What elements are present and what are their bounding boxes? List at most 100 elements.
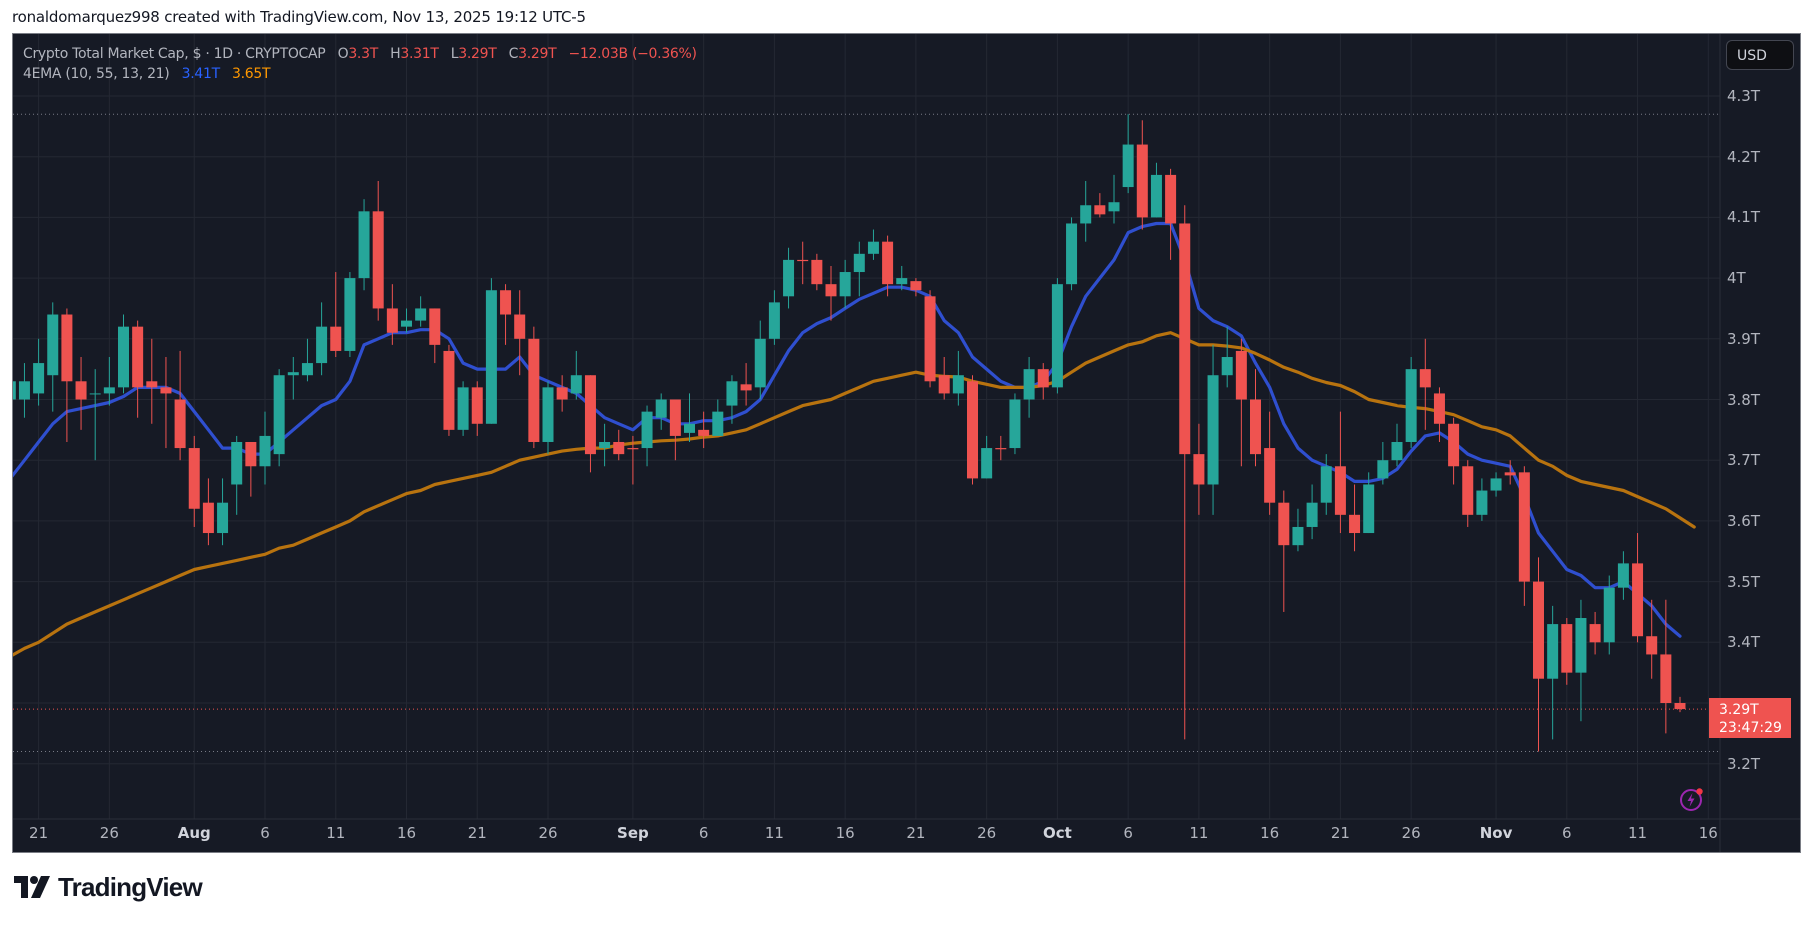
candle-body	[1632, 563, 1644, 637]
candle-body	[386, 308, 398, 333]
price-tick-label: 3.8T	[1727, 390, 1761, 409]
candle-body	[429, 308, 441, 345]
candle-body	[75, 381, 87, 400]
chart-frame[interactable]: Crypto Total Market Cap, $ · 1D · CRYPTO…	[12, 33, 1801, 853]
candle-body	[1037, 369, 1049, 388]
brand-name: TradingView	[58, 871, 203, 902]
candle-body	[1617, 563, 1629, 588]
candlestick-chart[interactable]	[13, 34, 1801, 853]
candle-body	[500, 290, 512, 315]
candle-body	[316, 326, 328, 364]
candle-body	[330, 326, 342, 351]
open-label: O	[337, 46, 349, 62]
candle-body	[1094, 205, 1106, 215]
candle-body	[599, 441, 611, 449]
candle-body	[952, 375, 964, 394]
candle-body	[401, 320, 412, 327]
candle-body	[924, 296, 936, 382]
candle-body	[1264, 448, 1276, 503]
candle-body	[358, 211, 370, 279]
candle-body	[1518, 472, 1530, 582]
candle-body	[1108, 202, 1120, 212]
candle-body	[471, 387, 483, 424]
candle-body	[669, 399, 681, 436]
price-tick-label: 4.3T	[1727, 87, 1761, 105]
candle-body	[542, 387, 554, 442]
candle-body	[556, 387, 568, 400]
price-tick-label: 3.7T	[1727, 451, 1761, 470]
candle-body	[1405, 369, 1417, 442]
candle-body	[188, 448, 200, 509]
candle-body	[1051, 284, 1063, 388]
close-value: 3.29T	[518, 46, 557, 62]
candle-body	[231, 441, 243, 485]
tradingview-logo[interactable]: TradingView	[14, 871, 203, 902]
candle-body	[797, 259, 809, 262]
time-tick-label: 11	[1628, 824, 1648, 842]
candle-body	[1334, 466, 1346, 515]
candle-body	[1504, 472, 1516, 476]
symbol-title[interactable]: Crypto Total Market Cap, $ · 1D · CRYPTO…	[23, 46, 326, 62]
candle-body	[853, 253, 865, 273]
candle-body	[1009, 399, 1021, 449]
candle-body	[712, 411, 724, 436]
candle-body	[1066, 223, 1078, 285]
candle-body	[160, 387, 172, 394]
candle-body	[174, 399, 186, 449]
candle-body	[287, 372, 299, 376]
candle-body	[1476, 490, 1488, 515]
candle-body	[726, 381, 738, 406]
close-label: C	[508, 46, 519, 62]
candle-body	[415, 308, 427, 321]
time-tick-label: 11	[326, 824, 346, 842]
lightning-alert-icon[interactable]	[1679, 786, 1705, 812]
price-tick-label: 4.2T	[1727, 147, 1761, 166]
candle-body	[1391, 441, 1403, 461]
candle-body	[89, 393, 101, 395]
candle-body	[443, 350, 455, 430]
time-tick-label: 21	[29, 824, 49, 842]
candle-body	[1122, 144, 1134, 188]
indicator-title[interactable]: 4EMA (10, 55, 13, 21)	[23, 66, 170, 82]
candle-body	[839, 272, 851, 297]
candle-body	[1349, 514, 1361, 534]
bar-countdown: 23:47:29	[1719, 720, 1782, 737]
low-label: L	[450, 46, 459, 62]
candle-body	[301, 363, 313, 376]
time-tick-label: 6	[260, 824, 270, 842]
ema-slow-value: 3.65T	[232, 66, 271, 82]
candle-body	[995, 448, 1007, 450]
price-tick-label: 3.9T	[1727, 329, 1761, 348]
candle-body	[47, 314, 59, 376]
ohlc-row: Crypto Total Market Cap, $ · 1D · CRYPTO…	[23, 44, 697, 64]
candle-body	[754, 338, 766, 388]
time-tick-label: Oct	[1042, 824, 1072, 842]
time-tick-label: 21	[467, 824, 487, 842]
candle-body	[132, 326, 144, 388]
currency-button[interactable]: USD	[1726, 40, 1794, 70]
candle-body	[528, 338, 540, 442]
candle-body	[570, 375, 582, 394]
time-tick-label: Sep	[617, 824, 649, 842]
candle-body	[867, 241, 879, 254]
candle-body	[344, 278, 356, 351]
time-tick-label: 6	[698, 824, 709, 842]
candle-body	[202, 502, 214, 534]
time-tick-label: 26	[1401, 824, 1421, 842]
candle-body	[1320, 466, 1332, 503]
candle-body	[1136, 144, 1148, 218]
candle-body	[1490, 478, 1502, 491]
time-tick-label: 16	[1698, 824, 1718, 842]
candle-body	[698, 429, 710, 436]
candle-body	[684, 423, 695, 433]
candle-body	[1533, 581, 1544, 679]
time-tick-label: 16	[396, 824, 417, 842]
credit-line: ronaldomarquez998 created with TradingVi…	[12, 8, 586, 26]
candle-body	[1179, 223, 1191, 455]
price-tick-label: 3.4T	[1727, 633, 1761, 652]
candle-body	[273, 375, 285, 455]
candle-body	[146, 381, 158, 388]
candle-body	[457, 387, 469, 430]
candle-body	[1646, 636, 1658, 655]
time-tick-label: 21	[906, 824, 926, 842]
